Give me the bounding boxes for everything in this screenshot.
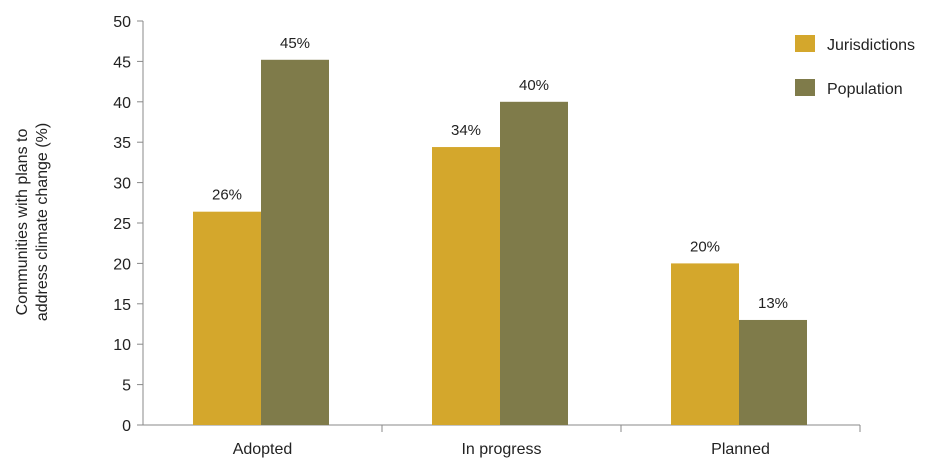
bar-population — [261, 59, 329, 426]
bars: 26% 45% 34% 40% 20% 13% — [193, 35, 807, 426]
y-axis-title-line-1: Communities with plans to — [14, 129, 31, 316]
x-category-label: In progress — [461, 441, 541, 458]
x-axis-categories: Adopted In progress Planned — [233, 441, 770, 458]
y-tick-label: 45 — [113, 54, 131, 71]
y-axis-title-line-2: address climate change (%) — [34, 123, 51, 321]
y-tick-label: 25 — [113, 216, 131, 233]
bar-jurisdictions — [432, 147, 500, 425]
y-tick-label: 10 — [113, 337, 131, 354]
bar-population — [500, 101, 568, 426]
y-tick-label: 40 — [113, 95, 131, 112]
bar-population — [739, 319, 807, 425]
y-tick-label: 50 — [113, 14, 131, 31]
bar-jurisdictions — [671, 263, 739, 425]
legend-label-population: Population — [827, 81, 903, 98]
legend-label-jurisdictions: Jurisdictions — [827, 37, 915, 54]
data-label-population: 13% — [758, 295, 788, 312]
y-tick-label: 5 — [122, 378, 131, 395]
data-label-jurisdictions: 20% — [690, 238, 720, 255]
y-axis-title: Communities with plans to address climat… — [14, 123, 51, 321]
data-label-jurisdictions: 34% — [451, 122, 481, 139]
legend-swatch-population — [795, 79, 815, 96]
data-label-jurisdictions: 26% — [212, 187, 242, 204]
y-axis-ticks: 0 5 10 15 20 25 30 35 40 45 50 — [113, 14, 143, 435]
data-label-population: 45% — [280, 35, 310, 52]
data-label-population: 40% — [519, 77, 549, 94]
y-tick-label: 30 — [113, 176, 131, 193]
x-category-label: Adopted — [233, 441, 293, 458]
x-category-label: Planned — [711, 441, 770, 458]
y-tick-label: 0 — [122, 418, 131, 435]
y-tick-label: 35 — [113, 135, 131, 152]
bar-jurisdictions — [193, 211, 261, 425]
y-tick-label: 20 — [113, 256, 131, 273]
legend-swatch-jurisdictions — [795, 35, 815, 52]
y-tick-label: 15 — [113, 297, 131, 314]
legend: Jurisdictions Population — [795, 35, 915, 98]
